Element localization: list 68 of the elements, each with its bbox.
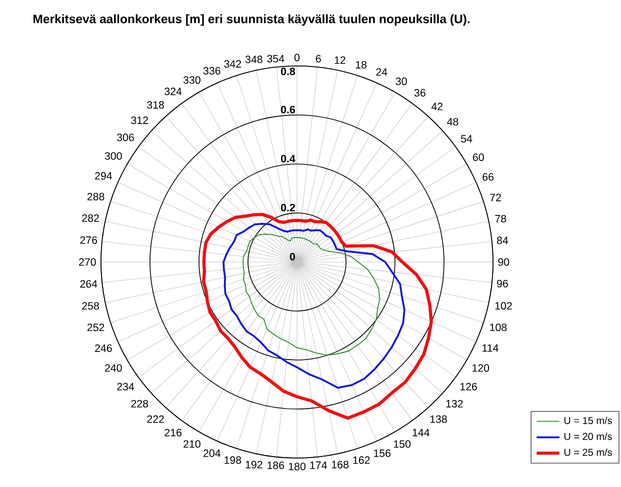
legend-label: U = 20 m/s <box>564 432 612 440</box>
spoke-label: 348 <box>245 56 262 64</box>
spoke-label: 222 <box>147 415 164 423</box>
spoke-label: 138 <box>430 415 447 423</box>
spoke-label: 126 <box>460 382 477 390</box>
legend-label: U = 15 m/s <box>564 416 612 424</box>
spoke-label: 30 <box>396 78 407 86</box>
spoke-label: 72 <box>490 194 501 202</box>
spoke-label: 288 <box>87 192 104 200</box>
spoke-label: 186 <box>268 462 284 470</box>
spoke-label: 204 <box>204 449 220 457</box>
spoke-label: 24 <box>376 68 388 76</box>
spoke-label: 270 <box>79 258 96 266</box>
spoke-label: 90 <box>498 258 510 266</box>
spoke-label: 336 <box>203 67 220 75</box>
spoke-label: 276 <box>80 236 98 244</box>
spoke-label: 180 <box>288 462 306 470</box>
spoke-label: 48 <box>447 118 458 126</box>
spoke-label: 66 <box>482 173 494 181</box>
spoke-label: 318 <box>147 101 164 109</box>
spoke-label: 174 <box>310 462 327 469</box>
spoke-label: 228 <box>131 400 148 408</box>
spoke-label: 36 <box>414 89 426 97</box>
spoke-label: 234 <box>117 382 134 390</box>
spoke-label: 300 <box>104 152 122 160</box>
spoke-label: 54 <box>461 135 472 143</box>
spoke-label: 264 <box>80 280 98 288</box>
y-tick-label: 0 <box>290 252 295 260</box>
spoke-label: 216 <box>164 428 182 436</box>
spoke-label: 258 <box>82 302 99 310</box>
spoke-label: 108 <box>490 324 507 332</box>
spoke-label: 156 <box>374 449 391 457</box>
spoke-label: 342 <box>224 60 241 68</box>
spoke-label: 120 <box>472 364 490 372</box>
spoke-label: 240 <box>105 364 122 372</box>
spoke-label: 312 <box>131 116 148 124</box>
y-tick-label: 0.8 <box>280 68 296 76</box>
y-tick-label: 0.4 <box>280 154 296 162</box>
spoke-label: 114 <box>482 344 498 352</box>
spoke-label: 84 <box>496 236 508 244</box>
spoke-label: 12 <box>334 56 346 64</box>
spoke-label: 6 <box>316 54 321 62</box>
spoke-label: 162 <box>353 456 370 464</box>
spoke-label: 42 <box>431 102 442 110</box>
spoke-label: 96 <box>497 280 508 288</box>
spoke-label: 324 <box>164 88 182 96</box>
spoke-label: 210 <box>184 440 200 448</box>
spoke-label: 144 <box>412 428 430 436</box>
chart-title: Merkitsevä aallonkorkeus [m] eri suunnista käyvällä tuulen nopeuksilla (U). <box>34 14 470 26</box>
spoke-label: 102 <box>495 302 512 310</box>
spoke-label: 294 <box>95 172 112 180</box>
y-tick-label: 0.2 <box>280 204 295 212</box>
spoke-label: 192 <box>246 460 262 468</box>
spoke-label: 78 <box>495 214 506 222</box>
y-tick-label: 0.6 <box>280 106 296 114</box>
spoke-label: 132 <box>446 400 463 408</box>
spoke-label: 306 <box>116 134 134 142</box>
spoke-label: 282 <box>82 214 99 222</box>
spoke-label: 354 <box>267 54 284 62</box>
spoke-label: 198 <box>224 456 242 464</box>
spoke-label: 252 <box>87 324 104 332</box>
spoke-label: 150 <box>394 440 411 448</box>
spoke-label: 18 <box>356 61 367 69</box>
spoke-label: 330 <box>183 76 200 84</box>
spoke-label: 60 <box>473 154 484 162</box>
spoke-label: 168 <box>332 460 348 468</box>
legend-label: U = 25 m/s <box>564 448 612 456</box>
spoke-label: 246 <box>95 344 112 352</box>
